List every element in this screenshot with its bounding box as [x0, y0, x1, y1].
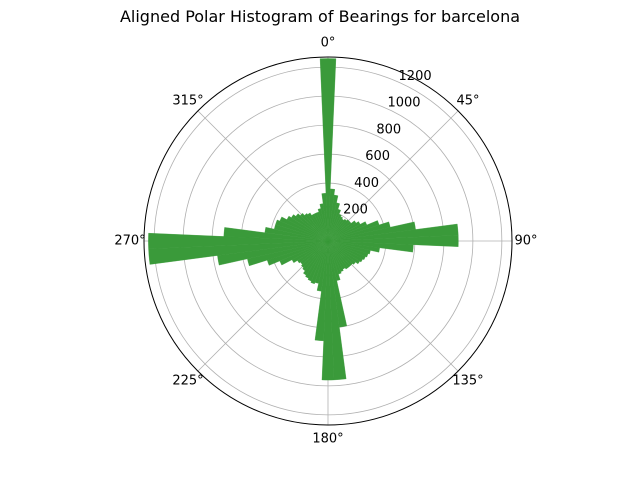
bar-125deg: [327, 240, 360, 265]
bar-310deg: [295, 213, 329, 242]
theta-tick-label-45: 45°: [456, 93, 479, 108]
polar-axes: 0° 45° 90° 135° 180° 225° 270° 315° 200 400 600 800…: [114, 36, 537, 447]
bar-355deg: [321, 193, 329, 242]
theta-tick-label-90: 90°: [514, 234, 537, 249]
bar-90deg: [327, 235, 459, 247]
r-tick-label-400: 400: [354, 176, 379, 191]
theta-tick-label-225: 225°: [172, 374, 203, 389]
theta-tick-label-0: 0°: [321, 36, 336, 51]
theta-tick-label-180: 180°: [312, 432, 343, 447]
bar-320deg: [304, 213, 329, 242]
bar-315deg: [300, 213, 329, 242]
theta-tick-label-270: 270°: [114, 234, 145, 249]
bar-290deg: [275, 219, 329, 242]
bar-305deg: [291, 214, 329, 242]
bar-215deg: [303, 240, 329, 276]
bar-220deg: [302, 240, 329, 272]
theta-tick-label-315: 315°: [172, 93, 203, 108]
bar-30deg: [327, 216, 343, 242]
r-tick-label-600: 600: [365, 149, 390, 164]
bar-180deg: [321, 240, 335, 381]
r-tick-label-1200: 1200: [399, 69, 432, 84]
theta-tick-label-135: 135°: [452, 374, 483, 389]
bar-270deg: [148, 233, 329, 249]
bar-325deg: [307, 212, 329, 242]
bar-145deg: [327, 240, 349, 270]
chart-title: Aligned Polar Histogram of Bearings for …: [119, 7, 521, 26]
bar-225deg: [301, 240, 329, 268]
r-tick-label-800: 800: [376, 122, 401, 137]
theta-gridline-45: [327, 110, 459, 242]
bar-series: [148, 58, 459, 381]
bar-300deg: [286, 215, 329, 242]
bar-205deg: [307, 240, 329, 282]
bar-0deg: [319, 58, 337, 242]
bar-120deg: [327, 240, 363, 263]
r-tick-label-200: 200: [343, 203, 368, 218]
bar-295deg: [279, 216, 329, 242]
bar-130deg: [327, 240, 356, 265]
polar-frame: [143, 56, 513, 426]
bar-210deg: [305, 240, 329, 279]
bar-115deg: [327, 240, 366, 260]
r-tick-label-1000: 1000: [387, 96, 420, 111]
